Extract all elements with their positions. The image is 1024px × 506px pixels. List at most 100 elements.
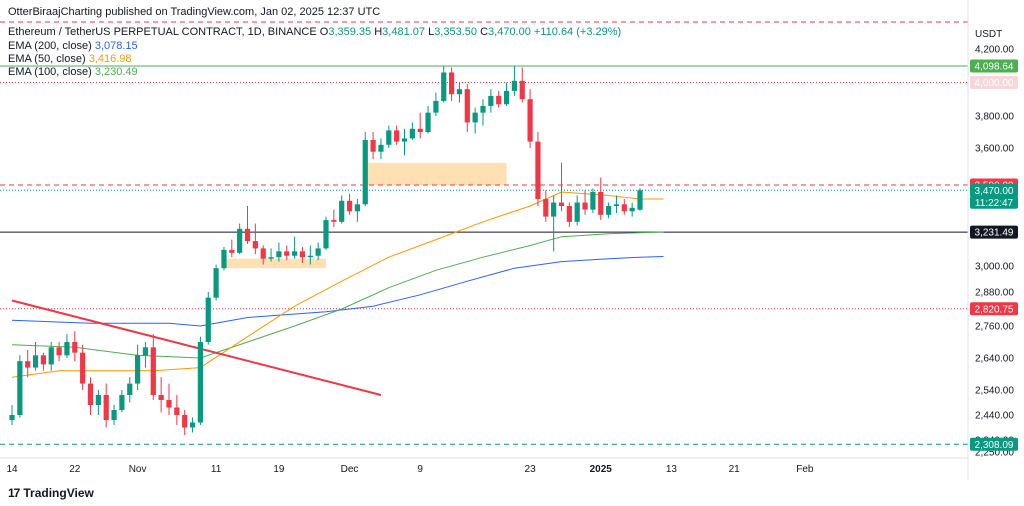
candle-body bbox=[166, 400, 172, 408]
symbol-line: Ethereum / TetherUS PERPETUAL CONTRACT, … bbox=[8, 26, 621, 38]
candle bbox=[213, 264, 219, 301]
candle bbox=[574, 195, 580, 226]
candle bbox=[166, 383, 172, 415]
candle-body bbox=[409, 128, 415, 139]
candle-body bbox=[519, 80, 525, 100]
candle-body bbox=[354, 204, 360, 212]
candle-body bbox=[299, 251, 306, 258]
time-tick: 11 bbox=[211, 464, 222, 475]
candle-body bbox=[40, 355, 46, 365]
candle-body bbox=[425, 112, 431, 132]
candle bbox=[535, 132, 541, 207]
candle-body bbox=[32, 355, 39, 368]
candle-body bbox=[119, 395, 125, 410]
candle-body bbox=[590, 192, 596, 210]
candle bbox=[331, 209, 337, 228]
price-badge: 2,308.09 bbox=[970, 437, 1018, 451]
candle bbox=[354, 199, 360, 222]
candle bbox=[103, 383, 109, 428]
candle bbox=[56, 342, 62, 362]
legend-ema100-value: 3,230.49 bbox=[94, 66, 138, 78]
candle-body bbox=[456, 89, 463, 95]
candle bbox=[237, 223, 243, 255]
candle-body bbox=[284, 251, 290, 256]
price-tick: 2,640.00 bbox=[975, 354, 1014, 365]
candle-body bbox=[315, 248, 321, 256]
candle bbox=[40, 352, 46, 371]
candle-body bbox=[237, 228, 243, 253]
legend-ema50[interactable]: EMA (50, close) 3,416.98 bbox=[8, 53, 132, 65]
candle bbox=[629, 202, 635, 217]
candle-body bbox=[449, 72, 455, 95]
candle-body bbox=[158, 395, 164, 400]
candle bbox=[386, 125, 392, 148]
candle-body bbox=[9, 415, 15, 420]
zones-layer bbox=[223, 162, 507, 269]
ohlc-high: 3,481.07 bbox=[382, 26, 425, 38]
candle bbox=[511, 65, 517, 96]
candle bbox=[111, 405, 117, 425]
price-badge-bg bbox=[970, 302, 1018, 316]
candle-body bbox=[503, 90, 510, 105]
candle-body bbox=[205, 297, 211, 342]
candle-body bbox=[276, 251, 282, 258]
price-tick: 3,600.00 bbox=[975, 144, 1014, 155]
legend-ema200[interactable]: EMA (200, close) 3,078.15 bbox=[8, 40, 138, 52]
candle bbox=[127, 377, 133, 403]
candle-body bbox=[221, 249, 227, 269]
price-badge-bg bbox=[970, 195, 1018, 209]
candle-body bbox=[142, 347, 149, 356]
legend-ema200-label: EMA (200, close) bbox=[8, 40, 92, 52]
candle bbox=[551, 195, 557, 252]
candle-body bbox=[511, 80, 517, 91]
candles-layer bbox=[9, 65, 643, 435]
candle-body bbox=[496, 95, 502, 105]
candle bbox=[527, 89, 533, 148]
trendline-layer bbox=[11, 299, 382, 396]
price-badge: 2,820.75 bbox=[970, 302, 1018, 316]
candle-body bbox=[551, 202, 557, 217]
price-badge-text: 2,820.75 bbox=[975, 304, 1014, 315]
price-chart[interactable]: USDT 4,200.00 3,800.00 3,600.00 3,000.00 2,8… bbox=[0, 0, 1024, 480]
price-tick: 2,250.00 bbox=[975, 448, 1014, 459]
price-badge: 3,231.49 bbox=[970, 225, 1018, 239]
candle-body bbox=[488, 95, 494, 106]
candle bbox=[244, 206, 251, 245]
candle-body bbox=[464, 89, 470, 123]
ohlc-open: 3,359.35 bbox=[328, 26, 372, 38]
candle bbox=[142, 342, 149, 368]
time-tick: 23 bbox=[525, 464, 537, 475]
candle bbox=[48, 342, 54, 371]
candle bbox=[456, 82, 463, 103]
candle bbox=[205, 292, 211, 345]
publisher-line: OtterBiraajCharting published on Trading… bbox=[8, 6, 381, 18]
candle-body bbox=[574, 202, 580, 222]
ema-layer bbox=[11, 191, 664, 378]
zone bbox=[365, 162, 507, 185]
candle bbox=[64, 334, 70, 358]
price-badges: 4,098.644,000.003,500.003,470.0011:22:47… bbox=[970, 59, 1018, 451]
candle-body bbox=[339, 200, 345, 222]
price-tick: 3,800.00 bbox=[975, 112, 1014, 123]
price-tick: 2,880.00 bbox=[975, 288, 1014, 299]
candle bbox=[464, 84, 470, 132]
time-axis: 14 22 Nov 11 19 Dec 9 23 2025 13 21 Feb bbox=[6, 464, 813, 475]
candle bbox=[276, 242, 282, 262]
candle bbox=[441, 65, 447, 103]
legend-ema100[interactable]: EMA (100, close) 3,230.49 bbox=[8, 66, 138, 78]
candle bbox=[32, 342, 39, 371]
tradingview-brand[interactable]: 17 TradingView bbox=[8, 486, 94, 500]
candle-body bbox=[621, 204, 627, 212]
candle bbox=[17, 355, 23, 418]
candle-body bbox=[535, 141, 541, 200]
candle bbox=[472, 107, 478, 134]
candle bbox=[174, 395, 180, 425]
candle-body bbox=[362, 140, 368, 205]
price-badge: 11:22:47 bbox=[970, 195, 1018, 209]
candle-body bbox=[480, 105, 486, 113]
candle-body bbox=[72, 342, 78, 353]
candle-body bbox=[433, 100, 439, 113]
time-tick: Dec bbox=[341, 464, 359, 475]
candle-body bbox=[558, 202, 565, 207]
candle-body bbox=[386, 130, 392, 145]
